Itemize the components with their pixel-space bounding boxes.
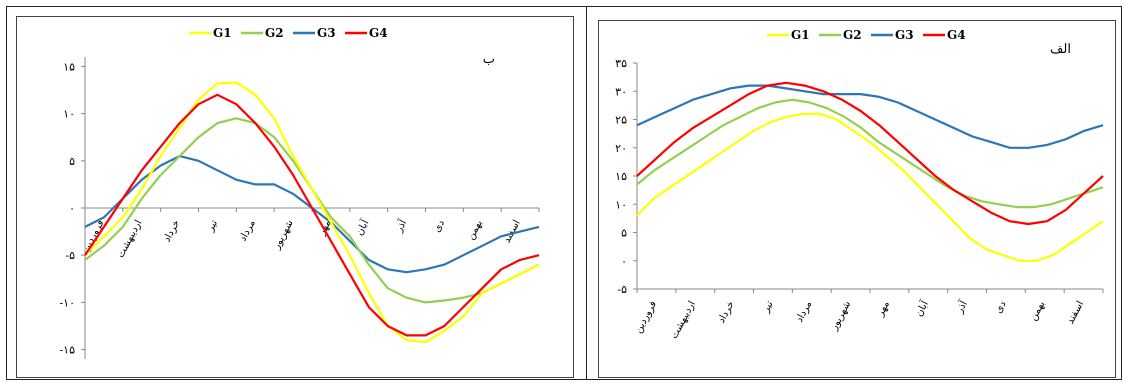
- svg-text:G1: G1: [213, 26, 232, 40]
- y-tick-label: ۱۰: [63, 108, 75, 121]
- y-tick-label: ۵: [621, 227, 627, 240]
- panel-divider: [586, 6, 587, 380]
- month-label: آذر: [952, 297, 970, 316]
- month-label: خرداد: [162, 218, 183, 244]
- y-tick-label: ۳۰: [615, 85, 627, 98]
- month-label: اردیبهشت: [669, 299, 698, 341]
- legend-item-g4: G4: [345, 26, 388, 40]
- y-tick-label: ۱۵: [63, 60, 75, 73]
- y-tick-label: -۵: [617, 283, 627, 296]
- legend: G1 G2 G3 G4: [189, 26, 388, 40]
- month-label: شهریور: [828, 299, 853, 333]
- month-label: مرداد: [238, 218, 258, 243]
- y-tick-label: ۰: [621, 255, 627, 268]
- month-label: خرداد: [716, 299, 737, 325]
- month-label: مهر: [875, 299, 892, 319]
- legend-item-g3: G3: [871, 28, 914, 42]
- month-label: بهمن: [1028, 299, 1047, 323]
- svg-text:G2: G2: [843, 28, 862, 42]
- legend-item-g1: G1: [189, 26, 232, 40]
- legend-item-g4: G4: [923, 28, 966, 42]
- y-tick-label: ۲۵: [615, 114, 627, 127]
- month-label: بهمن: [465, 218, 484, 242]
- series-line-g1: [84, 81, 540, 344]
- legend-item-g3: G3: [293, 26, 336, 40]
- panel-label: ب: [483, 52, 495, 67]
- figure-frame: [6, 6, 1122, 380]
- y-tick-label: -۱۰: [59, 296, 75, 309]
- month-label: فروردین: [633, 299, 659, 335]
- month-label: آبان: [912, 297, 932, 318]
- legend: G1 G2 G3 G4: [767, 28, 966, 42]
- legend-item-g1: G1: [767, 28, 810, 42]
- month-label: دی: [993, 299, 1008, 315]
- series-line-g3: [636, 84, 1104, 149]
- series-line-g1: [636, 112, 1104, 262]
- month-label: آبان: [352, 216, 372, 237]
- legend-item-g2: G2: [241, 26, 284, 40]
- month-label: مرداد: [794, 299, 814, 324]
- month-label: تیر: [205, 218, 221, 234]
- y-tick-label: ۰: [69, 202, 75, 215]
- svg-text:G4: G4: [369, 26, 388, 40]
- month-label: شهریور: [271, 218, 296, 252]
- y-tick-label: ۱۰: [615, 198, 627, 211]
- month-label: دی: [432, 218, 447, 234]
- svg-text:G3: G3: [317, 26, 336, 40]
- chart-panel-alef: G1 G2 G3 G4 الف ۳۵ ۳۰ ۲۵ ۲۰ ۱۵ ۱۰ ۵ ۰ -۵ فروردین اردیبه…: [598, 20, 1116, 378]
- svg-text:G4: G4: [947, 28, 966, 42]
- month-label: تیر: [760, 299, 776, 315]
- chart-panel-b: G1 G2 G3 G4 ب ۱۵ ۱۰ ۵ ۰ -۵ -۱۰ -۱۵ فروردین اردیبهشت خر…: [16, 16, 574, 378]
- series-line-g4: [636, 81, 1104, 226]
- svg-text:G1: G1: [791, 28, 810, 42]
- month-label: اسفند: [1065, 299, 1086, 326]
- series-line-g2: [636, 98, 1104, 209]
- month-label: اردیبهشت: [115, 218, 144, 260]
- y-tick-label: -۱۵: [59, 344, 75, 357]
- series-line-g4: [84, 93, 540, 337]
- chart-alef-svg: G1 G2 G3 G4 الف ۳۵ ۳۰ ۲۵ ۲۰ ۱۵ ۱۰ ۵ ۰ -۵ فروردین اردیبه…: [615, 28, 1104, 341]
- series-line-g3: [84, 155, 540, 274]
- y-tick-label: ۱۵: [615, 170, 627, 183]
- y-tick-label: ۳۵: [615, 57, 627, 70]
- svg-text:G3: G3: [895, 28, 914, 42]
- y-tick-label: ۵: [69, 155, 75, 168]
- y-tick-label: ۲۰: [615, 142, 627, 155]
- panel-label: الف: [1050, 42, 1071, 57]
- legend-item-g2: G2: [819, 28, 862, 42]
- svg-text:G2: G2: [265, 26, 284, 40]
- y-tick-label: -۵: [65, 249, 75, 262]
- month-label: آذر: [392, 216, 410, 235]
